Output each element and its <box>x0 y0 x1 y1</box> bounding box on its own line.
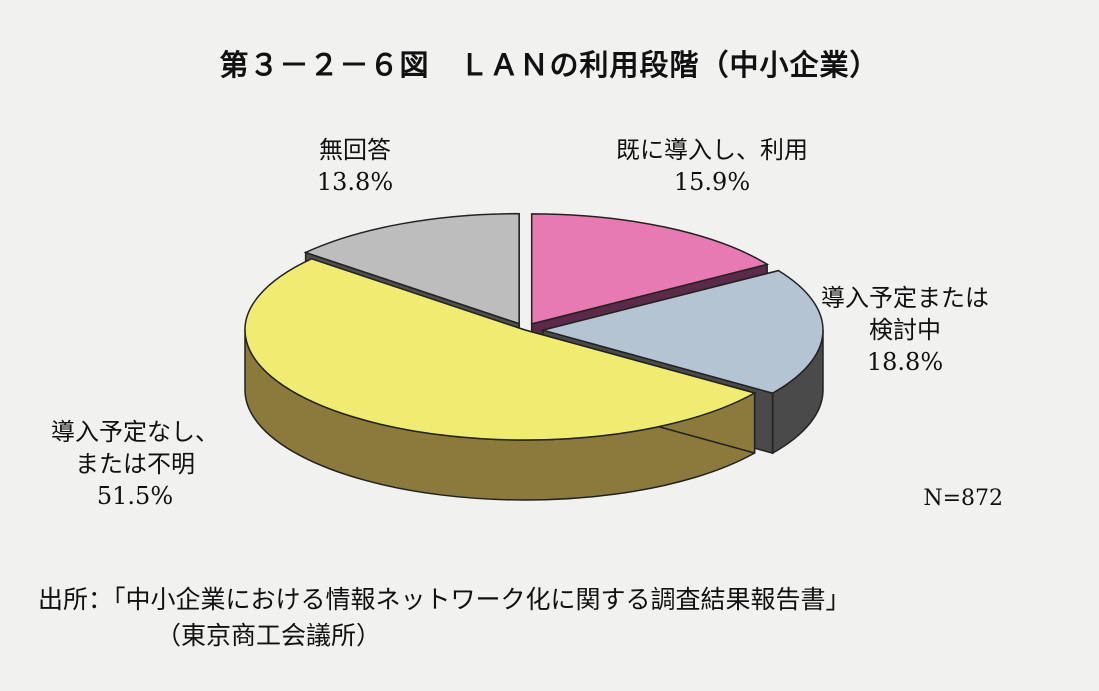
pie-slice <box>540 269 824 394</box>
slice-category-label: 検討中 <box>869 316 941 344</box>
slice-value-label: 18.8% <box>867 348 943 376</box>
slice-category-label: 導入予定または <box>821 284 989 312</box>
slice-value-label: 13.8% <box>317 168 393 196</box>
sample-size-note: N=872 <box>923 486 1003 511</box>
source-line-1: 出所：「中小企業における情報ネットワーク化に関する調査結果報告書」 <box>38 585 851 614</box>
chart-title: 第３－２－６図 ＬＡＮの利用段階（中小企業） <box>219 48 880 82</box>
slice-category-label: または不明 <box>75 450 195 478</box>
slice-value-label: 51.5% <box>97 482 173 510</box>
pie-slice <box>530 213 770 325</box>
slice-category-label: 無回答 <box>319 136 391 164</box>
slice-category-label: 導入予定なし、 <box>51 418 219 446</box>
slice-value-label: 15.9% <box>674 168 750 196</box>
slice-category-label: 既に導入し、利用 <box>616 136 808 164</box>
pie-tops <box>244 212 824 441</box>
source-line-2: （東京商工会議所） <box>156 621 382 650</box>
pie-slice <box>303 212 520 325</box>
source-citation: 出所：「中小企業における情報ネットワーク化に関する調査結果報告書」 （東京商工会… <box>38 582 851 654</box>
pie-slice <box>244 258 757 441</box>
